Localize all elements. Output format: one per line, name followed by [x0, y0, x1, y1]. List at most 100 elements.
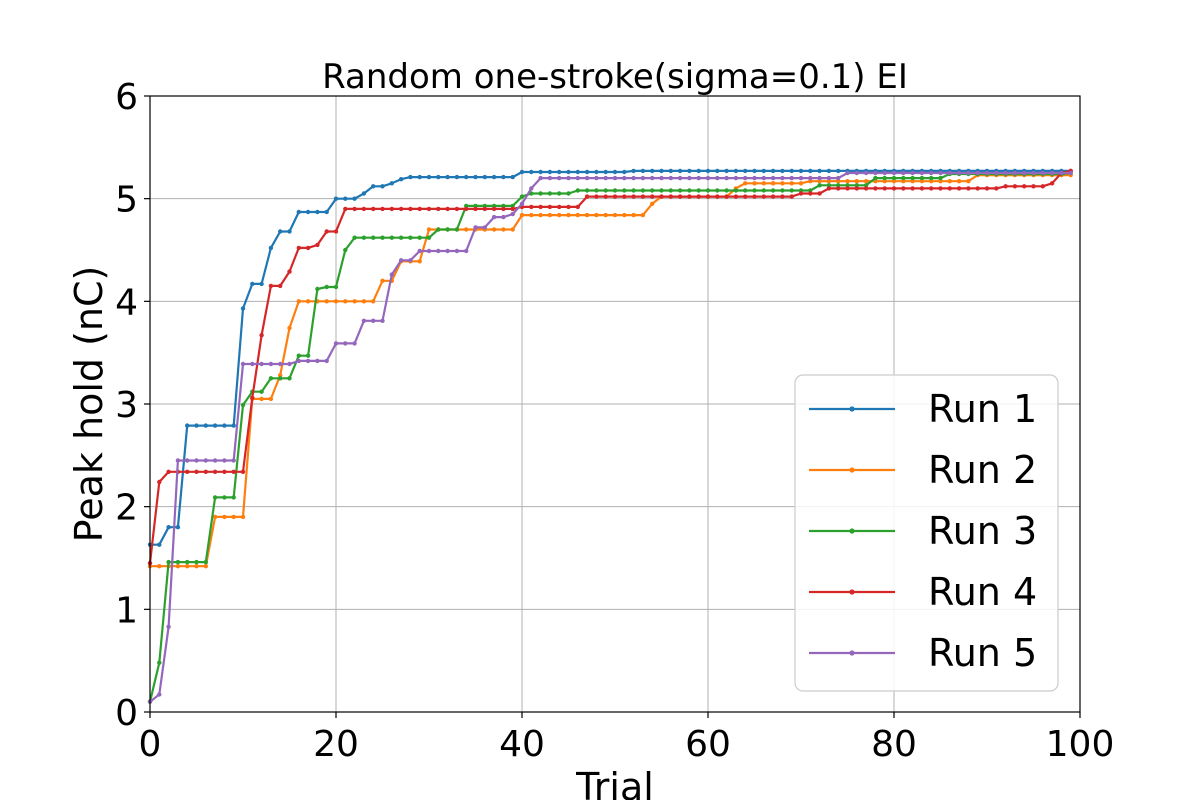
data-point-run-4 [566, 204, 571, 210]
data-point-run-4 [938, 186, 943, 191]
data-point-run-1 [519, 169, 525, 175]
data-point-run-5 [566, 175, 571, 181]
data-point-run-4 [389, 206, 394, 212]
data-point-run-5 [873, 170, 878, 176]
y-tick-label: 1 [115, 590, 138, 631]
data-point-run-5 [519, 201, 525, 206]
data-point-run-5 [1068, 170, 1073, 176]
data-point-run-5 [259, 361, 264, 367]
data-point-run-2 [854, 179, 859, 184]
data-point-run-5 [770, 175, 776, 181]
data-point-run-1 [157, 542, 162, 547]
data-point-run-5 [231, 458, 236, 463]
data-point-run-4 [361, 206, 367, 212]
data-point-run-2 [603, 212, 608, 218]
series-line-run-1 [150, 169, 1071, 546]
data-point-run-5 [919, 170, 925, 176]
data-point-run-3 [426, 235, 432, 240]
legend-label-run-5: Run 5 [928, 631, 1037, 675]
data-point-run-3 [873, 175, 878, 181]
x-tick-label: 100 [1046, 724, 1115, 765]
y-tick-label: 0 [115, 693, 138, 734]
data-point-run-4 [845, 186, 850, 191]
data-point-run-3 [631, 188, 636, 193]
data-point-run-4 [622, 194, 627, 199]
data-point-run-2 [510, 227, 515, 232]
data-point-run-3 [696, 188, 701, 193]
data-point-run-4 [231, 469, 236, 474]
data-point-run-5 [408, 258, 413, 263]
data-point-run-4 [584, 194, 590, 199]
data-point-run-3 [185, 559, 190, 565]
data-point-run-4 [789, 194, 794, 199]
data-point-run-4 [1031, 184, 1036, 189]
series-line-run-2 [150, 174, 1071, 568]
data-point-run-3 [640, 188, 646, 193]
data-point-run-1 [529, 169, 534, 175]
legend: Run 1 Run 2 Run 3 Run 4 Run 5 [794, 374, 1059, 692]
legend-marker-run-3 [849, 528, 855, 534]
data-point-run-5 [501, 214, 506, 220]
data-point-run-1 [212, 423, 218, 428]
data-point-run-1 [194, 423, 199, 428]
data-point-run-5 [212, 458, 218, 463]
data-point-run-2 [203, 564, 208, 569]
data-point-run-4 [1021, 184, 1027, 189]
data-point-run-4 [482, 206, 487, 212]
data-point-run-2 [194, 564, 199, 569]
data-point-run-3 [891, 175, 897, 181]
data-point-run-5 [398, 258, 404, 263]
data-point-run-5 [836, 175, 841, 181]
data-point-run-4 [733, 194, 739, 199]
data-point-run-5 [1021, 170, 1027, 176]
data-point-run-1 [333, 196, 339, 201]
data-point-run-5 [910, 170, 915, 176]
data-point-run-3 [650, 188, 655, 193]
data-point-run-4 [956, 186, 962, 191]
data-point-run-4 [594, 194, 599, 199]
data-point-run-5 [250, 361, 255, 367]
x-tick-label: 0 [139, 724, 162, 765]
data-point-run-4 [808, 191, 813, 196]
data-point-run-3 [259, 389, 264, 394]
data-point-run-3 [231, 495, 236, 500]
data-point-run-4 [1012, 184, 1018, 189]
data-point-run-1 [501, 174, 506, 180]
data-point-run-2 [259, 396, 264, 402]
data-point-run-2 [808, 179, 813, 184]
data-point-run-1 [398, 177, 404, 182]
data-point-run-2 [185, 564, 190, 569]
series-layer [147, 168, 1073, 704]
data-point-run-1 [352, 196, 357, 201]
data-point-run-2 [947, 179, 952, 184]
data-point-run-2 [780, 181, 785, 186]
data-point-run-4 [287, 269, 292, 274]
data-point-run-1 [445, 174, 450, 180]
data-point-run-4 [352, 206, 357, 212]
data-point-run-4 [966, 186, 971, 191]
data-point-run-5 [929, 170, 934, 176]
data-point-run-1 [491, 174, 497, 180]
data-point-run-2 [836, 179, 841, 184]
data-point-run-1 [622, 169, 627, 175]
data-point-run-5 [994, 170, 999, 176]
data-point-run-3 [612, 188, 618, 193]
data-point-run-3 [743, 188, 748, 193]
data-point-run-5 [696, 175, 701, 181]
data-point-run-4 [268, 283, 274, 289]
data-point-run-3 [296, 353, 301, 358]
data-point-run-1 [770, 168, 776, 174]
data-point-run-1 [482, 174, 487, 180]
data-point-run-2 [380, 278, 385, 283]
legend-marker-run-4 [849, 589, 855, 595]
data-point-run-4 [408, 206, 413, 212]
data-point-run-2 [240, 514, 246, 520]
data-point-run-4 [994, 186, 999, 191]
data-point-run-4 [603, 194, 608, 199]
data-point-run-5 [175, 458, 181, 463]
y-tick-label: 6 [115, 77, 138, 118]
data-point-run-5 [1031, 170, 1036, 176]
data-point-run-1 [166, 525, 171, 530]
data-point-run-3 [603, 188, 608, 193]
data-point-run-3 [361, 235, 367, 240]
